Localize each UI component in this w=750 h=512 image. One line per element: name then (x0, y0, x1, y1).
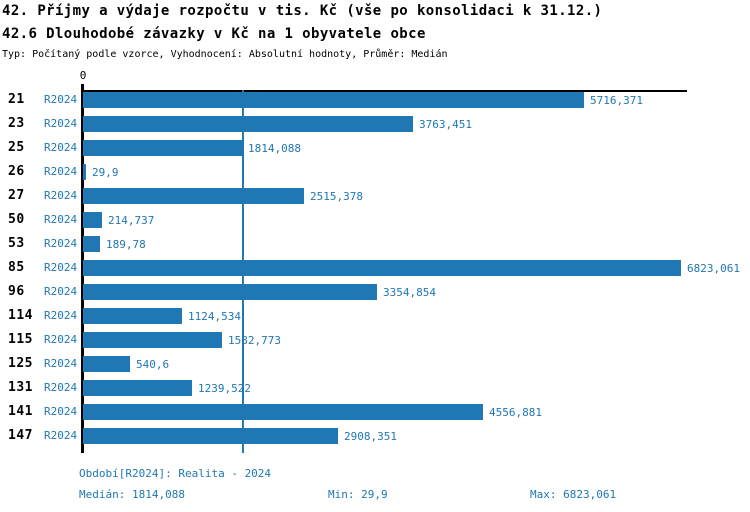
row-category-label: 50 (8, 212, 25, 227)
value-bar (83, 92, 584, 108)
bar-value-label: 29,9 (92, 166, 119, 179)
row-category-label: 114 (8, 308, 33, 323)
min-stat-label: Min: 29,9 (328, 488, 388, 501)
chart-row: 85 R2024 6823,061 (0, 260, 750, 276)
row-category-label: 53 (8, 236, 25, 251)
chart-row: 114 R2024 1124,534 (0, 308, 750, 324)
bar-value-label: 4556,881 (489, 406, 542, 419)
x-axis-line (81, 90, 687, 92)
row-category-label: 115 (8, 332, 33, 347)
value-bar (83, 116, 413, 132)
chart-row: 53 R2024 189,78 (0, 236, 750, 252)
y-axis-line (81, 84, 84, 453)
bar-value-label: 189,78 (106, 238, 146, 251)
chart-meta-line: Typ: Počítaný podle vzorce, Vyhodnocení:… (2, 49, 448, 60)
row-period-label: R2024 (44, 165, 78, 178)
row-period-label: R2024 (44, 357, 78, 370)
row-category-label: 85 (8, 260, 25, 275)
row-period-label: R2024 (44, 141, 78, 154)
chart-row: 50 R2024 214,737 (0, 212, 750, 228)
chart-row: 141 R2024 4556,881 (0, 404, 750, 420)
value-bar (83, 140, 242, 156)
chart-row: 115 R2024 1582,773 (0, 332, 750, 348)
chart-row: 27 R2024 2515,378 (0, 188, 750, 204)
x-axis-zero-tick-label: 0 (79, 69, 87, 82)
row-category-label: 21 (8, 92, 25, 107)
bar-value-label: 3763,451 (419, 118, 472, 131)
row-period-label: R2024 (44, 237, 78, 250)
bar-value-label: 1124,534 (188, 310, 241, 323)
bar-value-label: 214,737 (108, 214, 155, 227)
chart-row: 26 R2024 29,9 (0, 164, 750, 180)
bar-value-label: 3354,854 (383, 286, 436, 299)
row-period-label: R2024 (44, 285, 78, 298)
row-period-label: R2024 (44, 213, 78, 226)
bar-value-label: 1582,773 (228, 334, 281, 347)
indicator-title: 42.6 Dlouhodobé závazky v Kč na 1 obyvat… (2, 26, 426, 42)
chart-row: 23 R2024 3763,451 (0, 116, 750, 132)
row-category-label: 23 (8, 116, 25, 131)
row-category-label: 26 (8, 164, 25, 179)
row-category-label: 125 (8, 356, 33, 371)
median-stat-label: Medián: 1814,088 (79, 488, 185, 501)
value-bar (83, 164, 86, 180)
value-bar (83, 356, 130, 372)
row-period-label: R2024 (44, 93, 78, 106)
row-period-label: R2024 (44, 261, 78, 274)
row-period-label: R2024 (44, 309, 78, 322)
period-legend-label: Období[R2024]: Realita - 2024 (79, 467, 272, 480)
chart-row: 125 R2024 540,6 (0, 356, 750, 372)
bar-value-label: 1814,088 (248, 142, 301, 155)
row-period-label: R2024 (44, 189, 78, 202)
bar-value-label: 5716,371 (590, 94, 643, 107)
row-period-label: R2024 (44, 333, 78, 346)
bar-value-label: 1239,522 (198, 382, 251, 395)
chart-row: 21 R2024 5716,371 (0, 92, 750, 108)
value-bar (83, 380, 192, 396)
chart-row: 131 R2024 1239,522 (0, 380, 750, 396)
row-category-label: 96 (8, 284, 25, 299)
value-bar (83, 428, 338, 444)
page-title: 42. Příjmy a výdaje rozpočtu v tis. Kč (… (2, 3, 603, 19)
row-period-label: R2024 (44, 405, 78, 418)
row-period-label: R2024 (44, 381, 78, 394)
bar-value-label: 540,6 (136, 358, 170, 371)
row-category-label: 131 (8, 380, 33, 395)
value-bar (83, 188, 304, 204)
max-stat-label: Max: 6823,061 (530, 488, 617, 501)
bar-value-label: 2515,378 (310, 190, 363, 203)
bar-value-label: 2908,351 (344, 430, 397, 443)
value-bar (83, 236, 100, 252)
chart-row: 25 R2024 1814,088 (0, 140, 750, 156)
value-bar (83, 260, 681, 276)
row-period-label: R2024 (44, 429, 78, 442)
row-category-label: 141 (8, 404, 33, 419)
row-category-label: 147 (8, 428, 33, 443)
value-bar (83, 308, 182, 324)
bar-value-label: 6823,061 (687, 262, 740, 275)
row-category-label: 25 (8, 140, 25, 155)
value-bar (83, 212, 102, 228)
value-bar (83, 284, 377, 300)
row-category-label: 27 (8, 188, 25, 203)
row-period-label: R2024 (44, 117, 78, 130)
chart-row: 96 R2024 3354,854 (0, 284, 750, 300)
value-bar (83, 332, 222, 348)
chart-row: 147 R2024 2908,351 (0, 428, 750, 444)
value-bar (83, 404, 483, 420)
